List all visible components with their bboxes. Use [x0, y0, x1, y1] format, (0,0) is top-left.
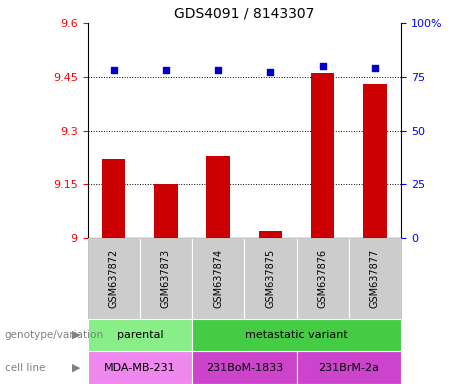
Text: GSM637876: GSM637876 — [318, 249, 328, 308]
Bar — [192, 351, 296, 384]
Text: cell line: cell line — [5, 362, 45, 373]
Bar — [154, 184, 177, 238]
Text: MDA-MB-231: MDA-MB-231 — [104, 362, 176, 373]
Text: ▶: ▶ — [72, 362, 80, 373]
Bar — [88, 238, 140, 319]
Bar — [244, 238, 296, 319]
Point — [371, 65, 378, 71]
Text: genotype/variation: genotype/variation — [5, 330, 104, 340]
Text: ▶: ▶ — [72, 330, 80, 340]
Text: 231BrM-2a: 231BrM-2a — [319, 362, 379, 373]
Point — [162, 67, 170, 73]
Point — [319, 63, 326, 69]
Text: parental: parental — [117, 330, 163, 340]
Bar — [102, 159, 125, 238]
Text: GSM637877: GSM637877 — [370, 249, 380, 308]
Text: GSM637874: GSM637874 — [213, 249, 223, 308]
Bar — [207, 156, 230, 238]
Point — [267, 70, 274, 76]
Text: metastatic variant: metastatic variant — [245, 330, 348, 340]
Text: GSM637872: GSM637872 — [109, 249, 119, 308]
Text: 231BoM-1833: 231BoM-1833 — [206, 362, 283, 373]
Bar — [363, 84, 387, 238]
Bar — [296, 351, 401, 384]
Text: GSM637873: GSM637873 — [161, 249, 171, 308]
Bar — [296, 238, 349, 319]
Point — [214, 67, 222, 73]
Point — [110, 67, 118, 73]
Bar — [88, 319, 192, 351]
Bar — [140, 238, 192, 319]
Bar — [88, 351, 192, 384]
Title: GDS4091 / 8143307: GDS4091 / 8143307 — [174, 7, 314, 20]
Bar — [349, 238, 401, 319]
Bar — [311, 73, 334, 238]
Bar — [192, 238, 244, 319]
Text: GSM637875: GSM637875 — [266, 249, 276, 308]
Bar — [259, 231, 282, 238]
Bar — [192, 319, 401, 351]
